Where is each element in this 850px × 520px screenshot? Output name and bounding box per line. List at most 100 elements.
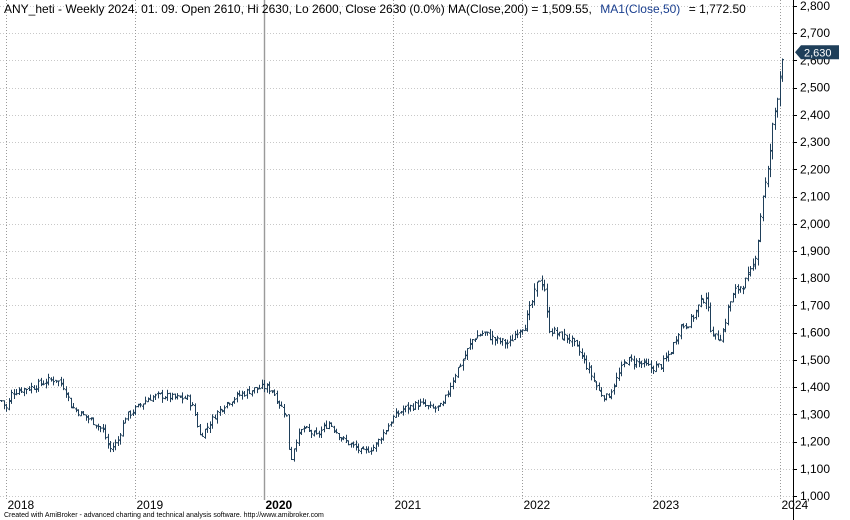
ohlc-bar: [243, 390, 246, 397]
ohlc-bar: [491, 330, 494, 345]
ohlc-bar: [734, 284, 737, 299]
x-tick-label: 2023: [653, 498, 680, 512]
ohlc-bar: [752, 258, 755, 271]
ohlc-bar: [362, 446, 365, 450]
ohlc-bar: [643, 358, 646, 368]
ohlc-bar: [590, 365, 593, 381]
ohlc-bar: [437, 405, 440, 411]
ohlc-bar: [92, 417, 95, 426]
ohlc-bar: [357, 443, 360, 454]
ohlc-bar: [52, 376, 55, 386]
ohlc-bar: [600, 387, 603, 397]
ohlc-bar: [236, 391, 239, 403]
x-tick-label: 2022: [524, 498, 551, 512]
y-tick-label: 1,600: [800, 326, 830, 340]
ohlc-bar: [25, 388, 28, 395]
ohlc-bar: [533, 283, 536, 306]
ohlc-bar: [342, 436, 345, 441]
ohlc-bar: [454, 373, 457, 383]
ohlc-bar: [737, 284, 740, 294]
ohlc-bar: [365, 446, 368, 454]
ohlc-bar: [620, 361, 623, 377]
ohlc-bar: [407, 402, 410, 414]
ohlc-bar: [528, 301, 531, 321]
ohlc-bar: [238, 390, 241, 397]
x-tick-label: 2021: [395, 498, 422, 512]
ohlc-bar: [667, 350, 670, 362]
ohlc-bar: [695, 309, 698, 320]
ohlc-bar: [506, 339, 509, 349]
ohlc-bar: [573, 337, 576, 347]
ohlc-bar: [347, 440, 350, 446]
ohlc-bar: [414, 401, 417, 410]
ohlc-bar: [77, 409, 80, 417]
ohlc-bar: [333, 425, 336, 434]
ohlc-bar: [769, 143, 772, 178]
ohlc-bar: [471, 339, 474, 350]
y-tick-label: 2,000: [800, 217, 830, 231]
ohlc-bar: [719, 334, 722, 342]
ohlc-bar: [159, 392, 162, 395]
ohlc-bar: [176, 393, 179, 400]
ohlc-bar: [481, 330, 484, 336]
ohlc-bar: [501, 338, 504, 346]
x-axis-ticks: 2018 2019 2020 2021 2022 2023 2024: [8, 498, 809, 512]
last-price-tag: 2,630: [795, 45, 839, 60]
ohlc-bar: [541, 275, 544, 291]
ohlc-bar: [486, 331, 489, 336]
ohlc-bar: [119, 432, 122, 445]
ohlc-bar: [253, 387, 256, 394]
ohlc-bar: [5, 403, 8, 412]
ohlc-bar: [625, 362, 628, 364]
ohlc-bar: [665, 352, 668, 362]
ohlc-bar: [687, 326, 690, 329]
ohlc-bar: [320, 426, 323, 439]
ohlc-bar: [114, 439, 117, 451]
ohlc-bar: [417, 399, 420, 410]
ohlc-bar: [585, 355, 588, 370]
ohlc-bar: [290, 446, 293, 461]
ohlc-bar: [568, 333, 571, 344]
ohlc-bar: [328, 421, 331, 430]
ohlc-bar: [442, 400, 445, 407]
ohlc-bar: [47, 373, 50, 386]
ohlc-bar: [82, 411, 85, 416]
ohlc-bar: [553, 326, 556, 334]
ohlc-bar: [419, 398, 422, 407]
ohlc-bar: [672, 341, 675, 355]
x-tick-label: 2018: [8, 498, 35, 512]
ohlc-bar: [469, 338, 472, 350]
ohlc-bar: [273, 389, 276, 397]
ohlc-bar: [45, 378, 48, 389]
ohlc-bar: [107, 433, 110, 449]
ohlc-bar: [563, 328, 566, 341]
ohlc-bar: [367, 446, 370, 453]
ohlc-bar: [201, 432, 204, 437]
ohlc-bar: [104, 424, 107, 440]
ohlc-bar: [132, 409, 135, 416]
ohlc-bar: [15, 388, 18, 396]
ohlc-bar: [196, 411, 199, 428]
ohlc-bar: [764, 177, 767, 199]
ohlc-bar: [102, 424, 105, 433]
header-ma1: MA1(Close,50): [600, 2, 680, 16]
ohlc-bar: [697, 304, 700, 318]
ohlc-bar: [87, 415, 90, 424]
ohlc-bar: [62, 378, 65, 391]
ohlc-bar: [219, 406, 222, 416]
ohlc-bar: [682, 323, 685, 329]
ohlc-bar: [439, 402, 442, 408]
ohlc-bar: [474, 338, 477, 342]
ohlc-bar: [709, 302, 712, 333]
ohlc-bar: [276, 390, 279, 404]
y-tick-label: 2,700: [800, 26, 830, 40]
ohlc-bar: [340, 437, 343, 442]
ohlc-bar: [739, 286, 742, 293]
ohlc-bar: [603, 395, 606, 402]
ohlc-bar: [171, 392, 174, 401]
ohlc-bar: [700, 294, 703, 308]
ohlc-bar: [305, 425, 308, 429]
ohlc-bar: [268, 381, 271, 395]
ohlc-bar: [476, 330, 479, 339]
